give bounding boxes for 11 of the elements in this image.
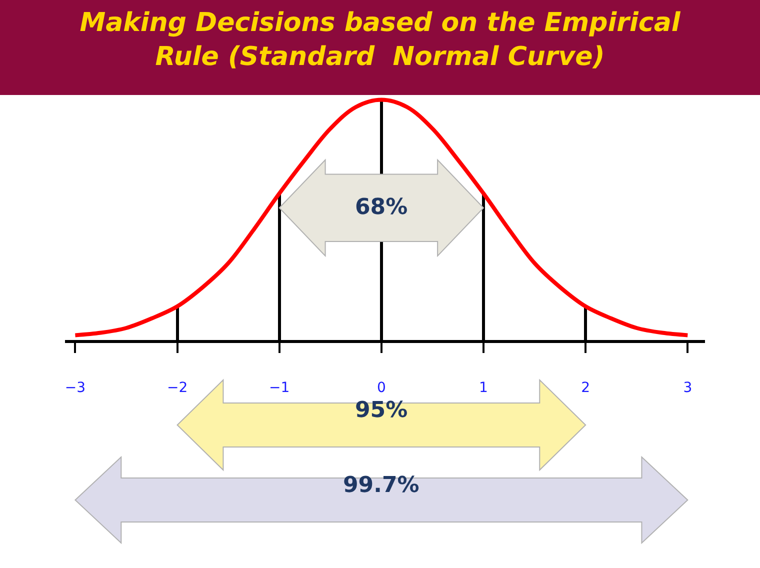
annotation: 68% bbox=[355, 195, 408, 220]
x-tick-label: 2 bbox=[581, 380, 590, 396]
x-tick-label: 0 bbox=[376, 380, 386, 396]
x-tick-label: −1 bbox=[269, 380, 290, 396]
x-tick-label: 3 bbox=[683, 380, 692, 396]
x-tick-label: 1 bbox=[479, 380, 488, 396]
text: 99.7% bbox=[343, 473, 420, 498]
x-tick-label: −2 bbox=[166, 380, 188, 396]
text: 95% bbox=[355, 398, 408, 423]
x-tick-label: −3 bbox=[64, 380, 86, 396]
chart-title: Making Decisions based on the Empirical Rule (Standard Normal Curve) bbox=[80, 8, 682, 72]
